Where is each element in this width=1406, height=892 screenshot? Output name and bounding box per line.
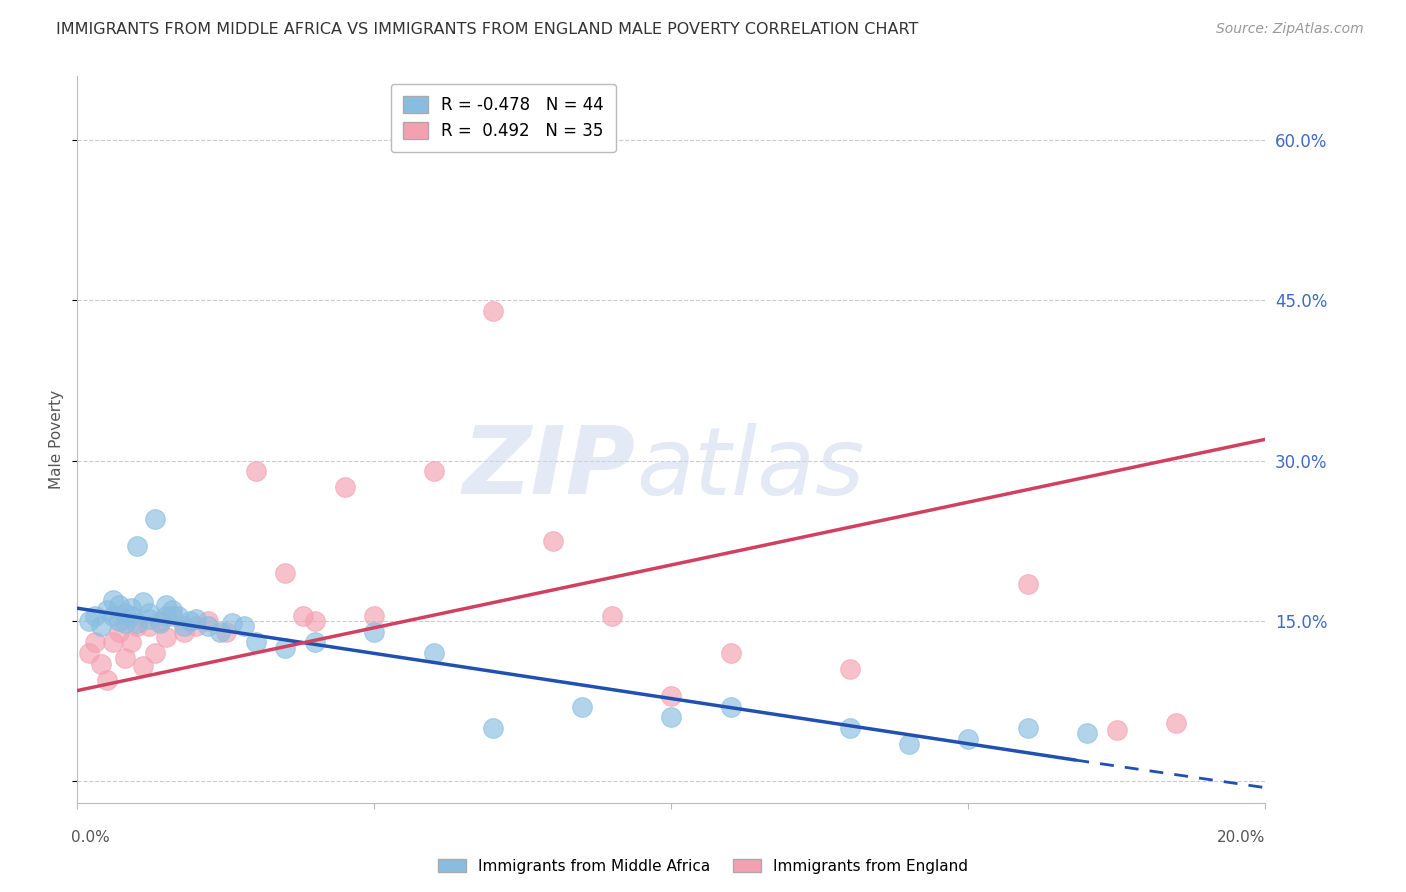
Point (208, 624, 231, 639)
Point (77, 646, 100, 660)
Point (131, 595, 153, 609)
Point (138, 612, 160, 626)
Point (720, 646, 742, 660)
Point (120, 608, 142, 623)
Point (101, 592, 124, 607)
Point (304, 614, 326, 628)
Point (167, 608, 190, 623)
Point (84, 608, 107, 623)
Point (162, 608, 184, 623)
Point (1017, 576, 1039, 591)
Point (197, 614, 219, 628)
Point (541, 533, 564, 548)
Point (232, 619, 254, 633)
Point (482, 304, 505, 318)
Point (125, 616, 148, 631)
Point (838, 662, 860, 676)
Point (125, 539, 148, 553)
Point (304, 635, 326, 649)
Point (957, 731, 980, 746)
Point (173, 624, 195, 639)
Point (274, 566, 297, 580)
Point (149, 616, 172, 631)
Text: 0.0%: 0.0% (72, 830, 110, 845)
Point (125, 619, 148, 633)
Point (661, 710, 683, 724)
Text: Source: ZipAtlas.com: Source: ZipAtlas.com (1216, 22, 1364, 37)
Point (186, 619, 208, 633)
Point (149, 614, 172, 628)
Point (1017, 721, 1039, 735)
Point (179, 614, 201, 628)
Point (363, 624, 385, 639)
Point (898, 737, 921, 751)
Point (138, 606, 160, 620)
Point (1076, 726, 1098, 740)
Point (155, 630, 177, 644)
Point (138, 619, 160, 633)
Point (101, 608, 124, 623)
Point (186, 612, 208, 626)
Point (84, 635, 107, 649)
Text: ZIP: ZIP (463, 423, 636, 515)
Text: IMMIGRANTS FROM MIDDLE AFRICA VS IMMIGRANTS FROM ENGLAND MALE POVERTY CORRELATIO: IMMIGRANTS FROM MIDDLE AFRICA VS IMMIGRA… (56, 22, 918, 37)
Point (197, 619, 219, 633)
Point (661, 689, 683, 703)
Point (155, 608, 177, 623)
Point (1105, 723, 1128, 737)
Point (131, 659, 153, 673)
Point (155, 598, 177, 612)
Point (108, 598, 131, 612)
Point (363, 608, 385, 623)
Point (90, 619, 112, 633)
Point (114, 606, 136, 620)
Point (114, 616, 136, 631)
Point (423, 464, 446, 478)
Point (720, 699, 742, 714)
Point (162, 603, 184, 617)
Point (114, 651, 136, 665)
Point (108, 614, 131, 628)
Point (482, 721, 505, 735)
Point (173, 619, 195, 633)
Point (245, 464, 267, 478)
Point (96, 673, 118, 687)
Point (292, 608, 315, 623)
Point (143, 512, 166, 526)
Point (96, 603, 118, 617)
Point (221, 616, 243, 631)
Point (90, 657, 112, 671)
Point (77, 614, 100, 628)
Point (600, 608, 623, 623)
Point (143, 646, 166, 660)
Point (120, 635, 142, 649)
Point (571, 699, 593, 714)
Point (333, 480, 356, 494)
Point (108, 624, 131, 639)
Point (101, 635, 124, 649)
Y-axis label: Male Poverty: Male Poverty (49, 390, 65, 489)
Legend: Immigrants from Middle Africa, Immigrants from England: Immigrants from Middle Africa, Immigrant… (432, 853, 974, 880)
Point (245, 635, 267, 649)
Point (1166, 715, 1188, 730)
Text: 20.0%: 20.0% (1218, 830, 1265, 845)
Point (215, 624, 238, 639)
Point (274, 640, 297, 655)
Point (838, 721, 860, 735)
Point (423, 646, 446, 660)
Legend: R = -0.478   N = 44, R =  0.492   N = 35: R = -0.478 N = 44, R = 0.492 N = 35 (391, 84, 616, 153)
Text: atlas: atlas (636, 423, 863, 514)
Point (120, 601, 142, 615)
